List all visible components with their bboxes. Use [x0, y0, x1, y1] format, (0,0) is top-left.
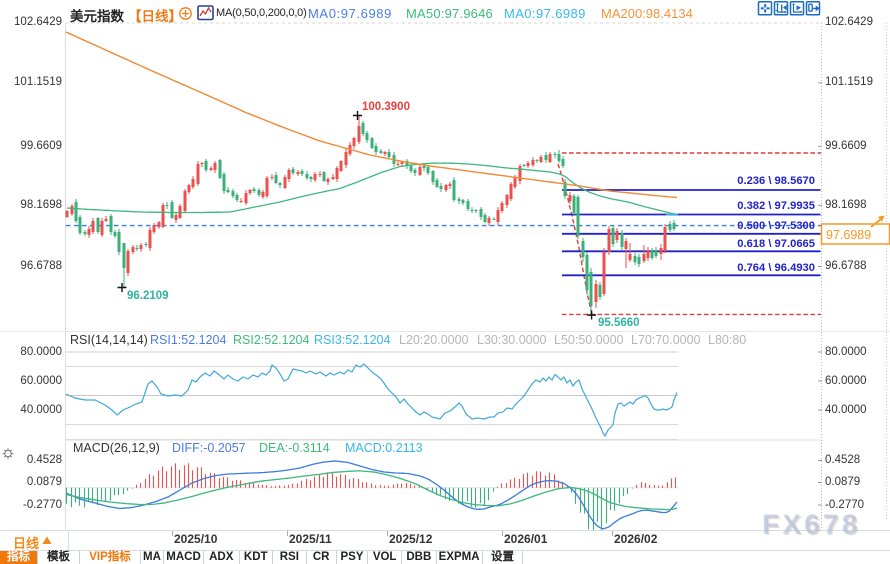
svg-text:FX678: FX678: [764, 510, 863, 541]
svg-text:FX678: FX678: [762, 509, 861, 540]
